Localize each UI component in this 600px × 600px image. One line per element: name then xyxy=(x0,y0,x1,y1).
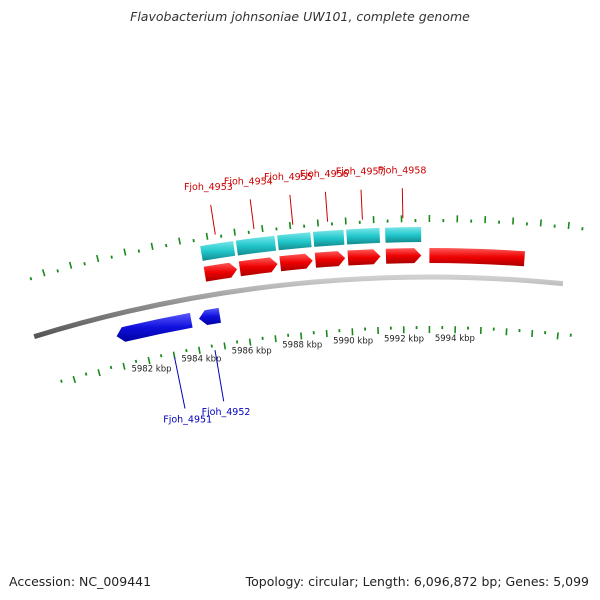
gene-label-leader xyxy=(174,357,186,409)
minor-tick xyxy=(220,234,223,238)
gene-box xyxy=(277,232,312,251)
gene-label-leader xyxy=(360,189,363,220)
major-tick xyxy=(41,269,46,277)
major-tick xyxy=(172,351,176,359)
major-tick xyxy=(316,219,319,227)
gene-label: Fjoh_4953 xyxy=(184,182,233,193)
major-tick xyxy=(68,261,73,269)
tick-label: 5988 kbp xyxy=(282,340,322,350)
minor-tick xyxy=(210,344,213,348)
gene-label-leader xyxy=(210,204,216,235)
tick-label: 5982 kbp xyxy=(131,365,171,375)
major-tick xyxy=(150,242,154,250)
major-tick xyxy=(300,332,303,340)
minor-tick xyxy=(83,262,86,266)
cds-arrow xyxy=(203,262,238,282)
cds-arrow xyxy=(385,248,422,264)
gene-label: Fjoh_4954 xyxy=(224,177,273,188)
minor-tick xyxy=(60,379,63,383)
major-tick xyxy=(72,375,77,384)
major-tick xyxy=(248,338,252,346)
gene-box xyxy=(313,229,345,247)
axis-tick-labels: 5982 kbp 5984 kbp 5986 kbp 5988 kbp 5990 kbp… xyxy=(131,334,474,375)
outer-tick-ring xyxy=(29,215,584,281)
major-tick xyxy=(198,346,201,354)
gene-box xyxy=(200,241,236,261)
gene-box xyxy=(385,227,422,243)
major-tick xyxy=(147,356,151,365)
gene-label: Fjoh_4951 xyxy=(163,414,212,425)
major-tick xyxy=(261,224,264,233)
minor-tick xyxy=(84,372,88,376)
minor-tick xyxy=(165,243,168,248)
gene-label: Fjoh_4955 xyxy=(264,172,313,183)
gene-label: Fjoh_4956 xyxy=(300,169,349,180)
forward-cds-offscreen xyxy=(429,247,525,267)
tick-label: 5984 kbp xyxy=(181,355,221,365)
gene-label-leader xyxy=(214,350,225,402)
gene-box xyxy=(235,235,277,256)
gene-box xyxy=(346,227,380,245)
major-tick xyxy=(556,332,559,340)
major-tick xyxy=(531,330,534,338)
reverse-cds-track xyxy=(116,307,221,342)
minor-tick xyxy=(109,365,113,370)
cds-arrow xyxy=(238,257,278,277)
cds-arrow xyxy=(279,253,313,272)
gene-label-leader xyxy=(289,194,294,225)
tick-label: 5990 kbp xyxy=(333,336,373,346)
tick-label: 5992 kbp xyxy=(384,334,424,344)
cds-arrow xyxy=(314,251,346,268)
gene-label-leader xyxy=(324,191,329,222)
major-tick xyxy=(178,237,181,245)
tick-label: 5994 kbp xyxy=(435,334,475,344)
gene-label: Fjoh_4952 xyxy=(202,407,251,418)
tick-label: 5986 kbp xyxy=(232,347,272,357)
major-tick xyxy=(539,219,542,227)
genome-backbone xyxy=(33,274,564,339)
major-tick xyxy=(122,362,126,370)
minor-tick xyxy=(185,349,188,353)
cds-arrow-reverse xyxy=(199,307,221,325)
major-tick xyxy=(288,221,292,230)
gene-label-leader xyxy=(401,188,404,219)
gene-label: Fjoh_4958 xyxy=(378,165,427,176)
major-tick xyxy=(325,330,328,338)
map-title: Flavobacterium johnsoniae UW101, complet… xyxy=(130,9,470,24)
accession-text: Accession: NC_009441 xyxy=(9,574,152,589)
cds-arrow xyxy=(347,249,381,266)
major-tick xyxy=(233,228,236,236)
forward-gene-track xyxy=(200,227,422,261)
forward-cds-track xyxy=(203,248,422,282)
major-tick xyxy=(96,254,100,263)
minor-tick xyxy=(192,238,195,243)
major-tick xyxy=(223,342,227,350)
minor-tick xyxy=(159,354,163,358)
major-tick xyxy=(274,335,277,343)
gene-label: Fjoh_4957 xyxy=(336,167,385,178)
gene-labels: Fjoh_4953Fjoh_4954Fjoh_4955Fjoh_4956Fjoh… xyxy=(163,165,426,425)
genome-summary: Topology: circular; Length: 6,096,872 bp… xyxy=(245,574,589,589)
major-tick xyxy=(205,232,209,240)
major-tick xyxy=(123,248,127,256)
minor-tick xyxy=(134,359,138,364)
minor-tick xyxy=(110,255,113,259)
minor-tick xyxy=(137,249,141,253)
gene-label-leader xyxy=(249,199,255,230)
major-tick xyxy=(567,221,570,229)
cds-arrow-reverse xyxy=(116,312,193,342)
minor-tick xyxy=(56,269,59,273)
minor-tick xyxy=(29,276,33,281)
major-tick xyxy=(97,369,101,377)
inner-tick-ring xyxy=(60,326,572,384)
